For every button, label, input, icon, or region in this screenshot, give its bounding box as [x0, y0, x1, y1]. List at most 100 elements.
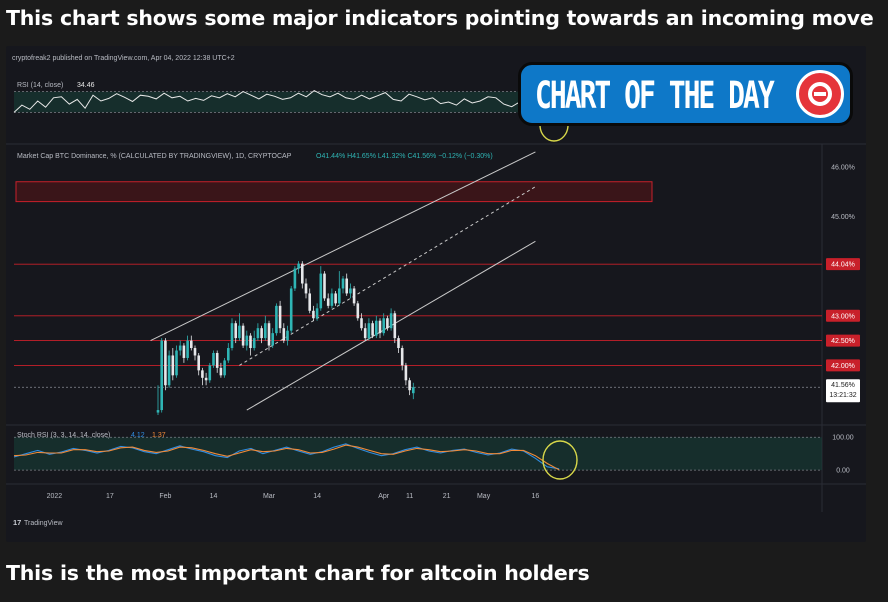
page-headline: This chart shows some major indicators p… — [6, 6, 874, 30]
candle-body — [275, 305, 278, 334]
candle-body — [404, 365, 408, 381]
candle — [197, 352, 200, 376]
candle — [386, 315, 389, 331]
candle-body — [234, 323, 237, 339]
price-axis-label: 42.00% — [831, 363, 855, 370]
stoch-axis-label: 100.00 — [832, 435, 854, 442]
candle — [297, 261, 300, 274]
candle — [349, 283, 352, 299]
candle — [360, 313, 363, 331]
candle — [164, 338, 167, 391]
candle-body — [208, 365, 212, 381]
candle — [308, 288, 311, 314]
countdown-label: 13:21:32 — [829, 392, 856, 399]
candle — [278, 300, 282, 334]
candle-body — [382, 318, 385, 334]
candle-body — [164, 340, 167, 386]
candle — [212, 350, 215, 368]
candle-body — [326, 298, 330, 306]
candle-body — [215, 352, 219, 368]
candle — [397, 335, 400, 353]
candle-body — [190, 340, 193, 349]
candle — [408, 377, 411, 396]
time-axis-label: 17 — [106, 493, 114, 500]
candle — [275, 303, 278, 336]
candle-body — [386, 318, 389, 329]
candle — [319, 266, 323, 311]
stoch-d-line — [13, 444, 560, 471]
channel-mid-line — [239, 186, 536, 366]
candle-body — [378, 320, 382, 334]
stoch-d-value: 1.37 — [152, 432, 166, 439]
candle — [223, 357, 226, 378]
candle — [260, 325, 263, 344]
price-axis-label: 46.00% — [831, 164, 855, 171]
candle — [252, 330, 256, 351]
candle-body — [260, 328, 263, 339]
candle — [363, 323, 367, 341]
price-axis-label: 45.00% — [831, 214, 855, 221]
time-axis-label: 11 — [406, 493, 413, 500]
candle — [156, 385, 160, 416]
candle — [345, 273, 348, 296]
candle — [175, 345, 178, 378]
candle — [182, 343, 186, 363]
candle — [367, 318, 371, 341]
ohlc-values: O41.44% H41.65% L41.32% C41.56% −0.12% (… — [316, 153, 493, 160]
badge-text: CHART OF THE DAY — [535, 73, 775, 118]
candle — [412, 382, 415, 400]
page-footer-text: This is the most important chart for alt… — [6, 561, 590, 585]
candle — [304, 278, 308, 299]
candle — [293, 266, 297, 291]
candle — [338, 271, 341, 306]
time-axis-label: 2022 — [47, 493, 63, 500]
candle-body — [223, 360, 226, 376]
candle — [241, 323, 245, 349]
time-axis-label: 14 — [210, 493, 218, 500]
candle-body — [334, 293, 337, 304]
candle-body — [356, 303, 360, 319]
candle — [393, 310, 397, 344]
candle — [301, 261, 304, 289]
stoch-k-value: 4.12 — [131, 432, 145, 439]
candle — [249, 333, 252, 356]
rsi-line — [13, 90, 560, 113]
candle-body — [360, 318, 363, 329]
candle — [323, 271, 326, 301]
candle-body — [371, 323, 374, 336]
candle-body — [345, 278, 348, 294]
candle — [167, 350, 171, 388]
time-axis-label: Mar — [263, 493, 276, 500]
rsi-title: RSI (14, close) — [17, 82, 63, 89]
price-level-tag — [826, 334, 860, 347]
publisher-info: cryptofreak2 published on TradingView.co… — [12, 55, 235, 62]
main-title: Market Cap BTC Dominance, % (CALCULATED … — [17, 153, 292, 160]
stoch-axis-label: 0.00 — [836, 468, 850, 475]
tradingview-chart[interactable]: RSI (14, close) 34.46 Market Cap BTC Domin… — [6, 46, 866, 542]
candle-body — [193, 348, 197, 356]
candle-body — [349, 288, 352, 294]
candle — [186, 335, 189, 361]
candle — [371, 320, 374, 339]
candle-body — [315, 308, 319, 319]
time-axis-label: 16 — [532, 493, 540, 500]
candle — [382, 313, 385, 336]
candle-body — [238, 325, 241, 339]
candle-body — [267, 323, 271, 346]
price-axis-label: 43.00% — [831, 313, 855, 320]
time-axis-label: 21 — [443, 493, 451, 500]
candle — [193, 345, 197, 361]
candle-body — [204, 377, 208, 381]
candle-body — [219, 367, 223, 376]
candle-body — [264, 323, 267, 339]
candle — [245, 330, 249, 351]
candle-body — [249, 335, 252, 349]
candle-body — [256, 328, 260, 339]
candle-body — [301, 263, 304, 284]
price-level-tag — [826, 359, 860, 372]
candle-body — [171, 355, 175, 376]
candle — [404, 362, 408, 386]
candle — [204, 372, 208, 386]
candle — [267, 320, 271, 351]
last-price-tag — [826, 379, 860, 403]
